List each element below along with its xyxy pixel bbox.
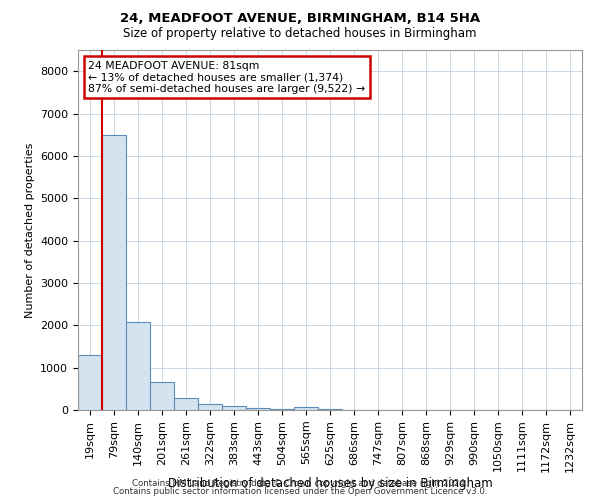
Bar [126,322,150,410]
Bar [222,406,246,410]
Text: 24 MEADFOOT AVENUE: 81sqm
← 13% of detached houses are smaller (1,374)
87% of se: 24 MEADFOOT AVENUE: 81sqm ← 13% of detac… [88,61,365,94]
Text: 24, MEADFOOT AVENUE, BIRMINGHAM, B14 5HA: 24, MEADFOOT AVENUE, BIRMINGHAM, B14 5HA [120,12,480,26]
Text: Contains public sector information licensed under the Open Government Licence v3: Contains public sector information licen… [113,487,487,496]
Bar [294,408,318,410]
Bar [246,408,270,410]
Text: Size of property relative to detached houses in Birmingham: Size of property relative to detached ho… [123,28,477,40]
Bar [318,408,342,410]
Bar [198,404,222,410]
Text: Contains HM Land Registry data © Crown copyright and database right 2024.: Contains HM Land Registry data © Crown c… [132,478,468,488]
Bar [78,355,102,410]
Bar [174,398,198,410]
Bar [150,382,174,410]
Bar [270,408,294,410]
X-axis label: Distribution of detached houses by size in Birmingham: Distribution of detached houses by size … [167,478,493,490]
Bar [102,134,126,410]
Y-axis label: Number of detached properties: Number of detached properties [25,142,35,318]
